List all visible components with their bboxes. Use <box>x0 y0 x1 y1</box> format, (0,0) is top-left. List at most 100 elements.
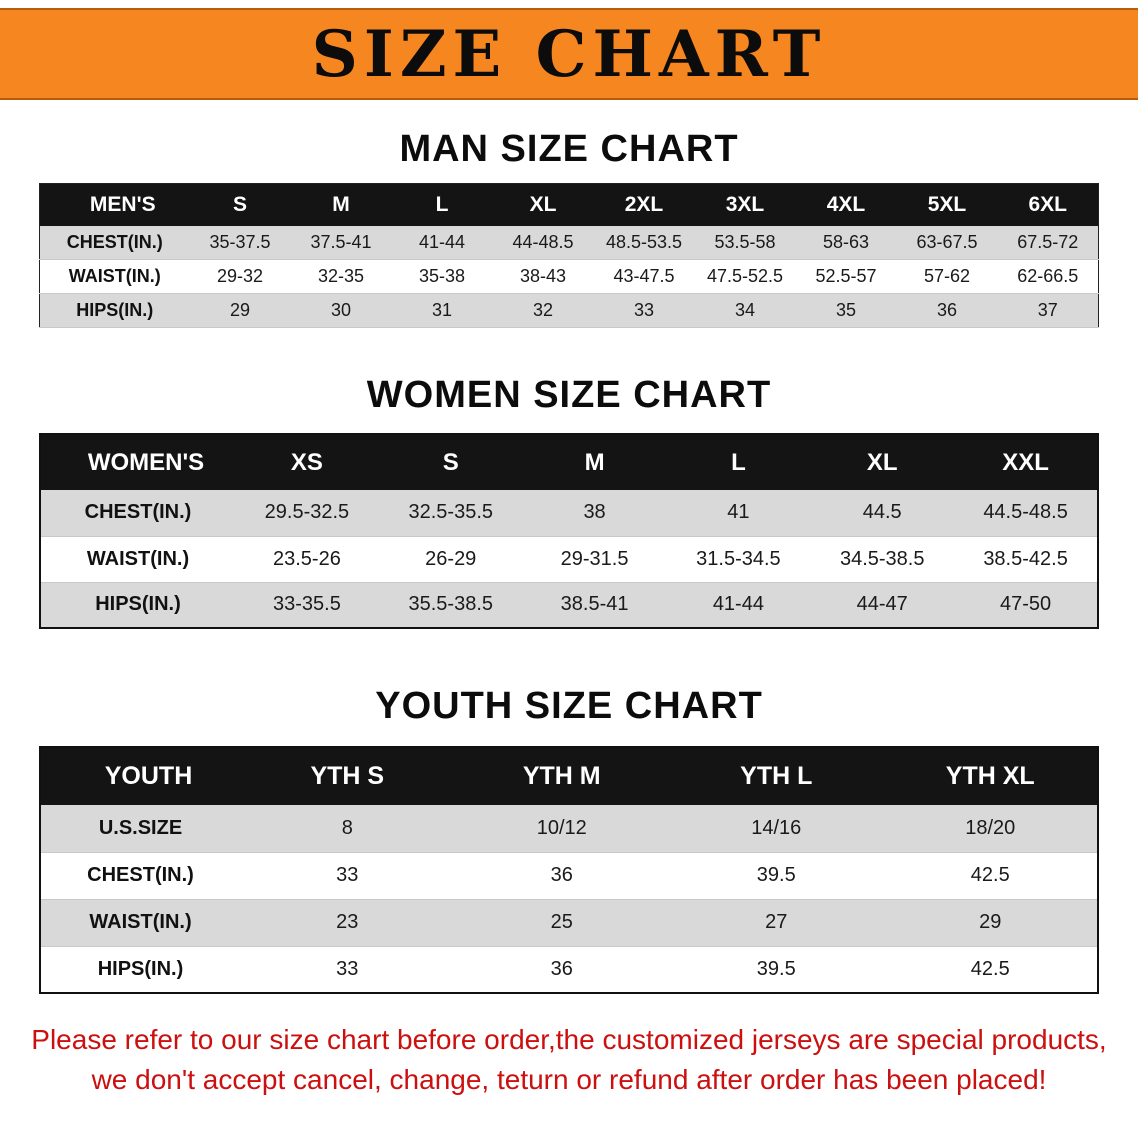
column-header: 6XL <box>997 183 1099 226</box>
cell: 36 <box>454 946 669 994</box>
cell: 52.5-57 <box>795 259 897 294</box>
disclaimer-line-2: we don't accept cancel, change, teturn o… <box>91 1063 1047 1095</box>
row-label: HIPS(IN.) <box>40 582 235 629</box>
table-row: CHEST(IN.) 29.5-32.5 32.5-35.5 38 41 44.5 44.5… <box>40 490 1098 537</box>
table-corner-label: YOUTH <box>40 747 240 805</box>
cell: 31.5-34.5 <box>666 536 811 583</box>
cell: 36 <box>896 293 998 328</box>
cell: 67.5-72 <box>997 225 1099 260</box>
title-banner: SIZE CHART <box>0 8 1138 100</box>
man-section-heading: MAN SIZE CHART <box>399 128 739 170</box>
cell: 29.5-32.5 <box>235 490 379 537</box>
column-header: 4XL <box>795 183 897 226</box>
cell: 36 <box>454 852 669 900</box>
youth-section-heading: YOUTH SIZE CHART <box>375 685 763 727</box>
cell: 31 <box>391 293 493 328</box>
cell: 41 <box>666 490 811 537</box>
cell: 35-38 <box>391 259 493 294</box>
column-header: XXL <box>954 434 1098 490</box>
column-header: L <box>391 183 493 226</box>
cell: 57-62 <box>896 259 998 294</box>
cell: 29 <box>883 899 1098 947</box>
row-label: WAIST(IN.) <box>40 536 235 583</box>
column-header: XL <box>810 434 955 490</box>
row-label: WAIST(IN.) <box>39 259 190 294</box>
cell: 10/12 <box>454 805 669 853</box>
table-header-row: YOUTH YTH S YTH M YTH L YTH XL <box>40 747 1098 805</box>
table-row: CHEST(IN.) 35-37.5 37.5-41 41-44 44-48.5 48.5… <box>39 225 1099 260</box>
table-row: CHEST(IN.) 33 36 39.5 42.5 <box>40 852 1098 900</box>
cell: 34 <box>694 293 796 328</box>
cell: 32 <box>492 293 594 328</box>
cell: 33 <box>593 293 695 328</box>
cell: 23.5-26 <box>235 536 379 583</box>
cell: 48.5-53.5 <box>593 225 695 260</box>
table-header-row: WOMEN'S XS S M L XL XXL <box>40 434 1098 490</box>
page-title: SIZE CHART <box>311 16 827 92</box>
cell: 30 <box>290 293 392 328</box>
column-header: 5XL <box>896 183 998 226</box>
row-label: HIPS(IN.) <box>39 293 190 328</box>
cell: 25 <box>454 899 669 947</box>
cell: 33-35.5 <box>235 582 379 629</box>
table-row: HIPS(IN.) 33 36 39.5 42.5 <box>40 946 1098 994</box>
cell: 35 <box>795 293 897 328</box>
cell: 58-63 <box>795 225 897 260</box>
cell: 26-29 <box>378 536 523 583</box>
cell: 29-31.5 <box>522 536 667 583</box>
cell: 42.5 <box>883 946 1098 994</box>
row-label: CHEST(IN.) <box>40 852 240 900</box>
cell: 35-37.5 <box>189 225 291 260</box>
cell: 39.5 <box>669 852 884 900</box>
row-label: HIPS(IN.) <box>40 946 240 994</box>
column-header: M <box>290 183 392 226</box>
row-label: CHEST(IN.) <box>40 490 235 537</box>
cell: 38 <box>522 490 667 537</box>
youth-size-table: YOUTH YTH S YTH M YTH L YTH XL U.S.SIZE 8 10/12… <box>39 746 1099 994</box>
table-row: WAIST(IN.) 29-32 32-35 35-38 38-43 43-47.5 47.… <box>39 259 1099 294</box>
table-row: WAIST(IN.) 23 25 27 29 <box>40 899 1098 947</box>
row-label: WAIST(IN.) <box>40 899 240 947</box>
column-header: S <box>378 434 523 490</box>
cell: 14/16 <box>669 805 884 853</box>
cell: 41-44 <box>391 225 493 260</box>
cell: 39.5 <box>669 946 884 994</box>
column-header: XL <box>492 183 594 226</box>
cell: 47-50 <box>954 582 1098 629</box>
cell: 33 <box>240 946 455 994</box>
cell: 62-66.5 <box>997 259 1099 294</box>
cell: 38-43 <box>492 259 594 294</box>
cell: 42.5 <box>883 852 1098 900</box>
cell: 44.5-48.5 <box>954 490 1098 537</box>
table-corner-label: MEN'S <box>39 183 190 226</box>
table-header-row: MEN'S S M L XL 2XL 3XL 4XL 5XL 6XL <box>39 183 1099 226</box>
table-corner-label: WOMEN'S <box>40 434 235 490</box>
mens-size-table: MEN'S S M L XL 2XL 3XL 4XL 5XL 6XL CHEST(IN.) 35-37… <box>39 183 1099 328</box>
cell: 37 <box>997 293 1099 328</box>
cell: 41-44 <box>666 582 811 629</box>
cell: 29 <box>189 293 291 328</box>
disclaimer-line-1: Please refer to our size chart before or… <box>31 1024 1107 1055</box>
cell: 44.5 <box>810 490 955 537</box>
cell: 53.5-58 <box>694 225 796 260</box>
womens-size-table: WOMEN'S XS S M L XL XXL CHEST(IN.) 29.5-32.5 32.5… <box>39 433 1099 629</box>
column-header: XS <box>235 434 379 490</box>
table-row: HIPS(IN.) 33-35.5 35.5-38.5 38.5-41 41-44 44-… <box>40 582 1098 629</box>
column-header: YTH L <box>669 747 884 805</box>
cell: 35.5-38.5 <box>378 582 523 629</box>
women-section-heading: WOMEN SIZE CHART <box>366 374 772 416</box>
cell: 47.5-52.5 <box>694 259 796 294</box>
table-row: U.S.SIZE 8 10/12 14/16 18/20 <box>40 805 1098 853</box>
column-header: L <box>666 434 811 490</box>
cell: 32.5-35.5 <box>378 490 523 537</box>
cell: 8 <box>240 805 455 853</box>
column-header: YTH S <box>240 747 455 805</box>
cell: 43-47.5 <box>593 259 695 294</box>
cell: 44-48.5 <box>492 225 594 260</box>
column-header: YTH XL <box>883 747 1098 805</box>
cell: 38.5-41 <box>522 582 667 629</box>
row-label: U.S.SIZE <box>40 805 240 853</box>
row-label: CHEST(IN.) <box>39 225 190 260</box>
cell: 18/20 <box>883 805 1098 853</box>
